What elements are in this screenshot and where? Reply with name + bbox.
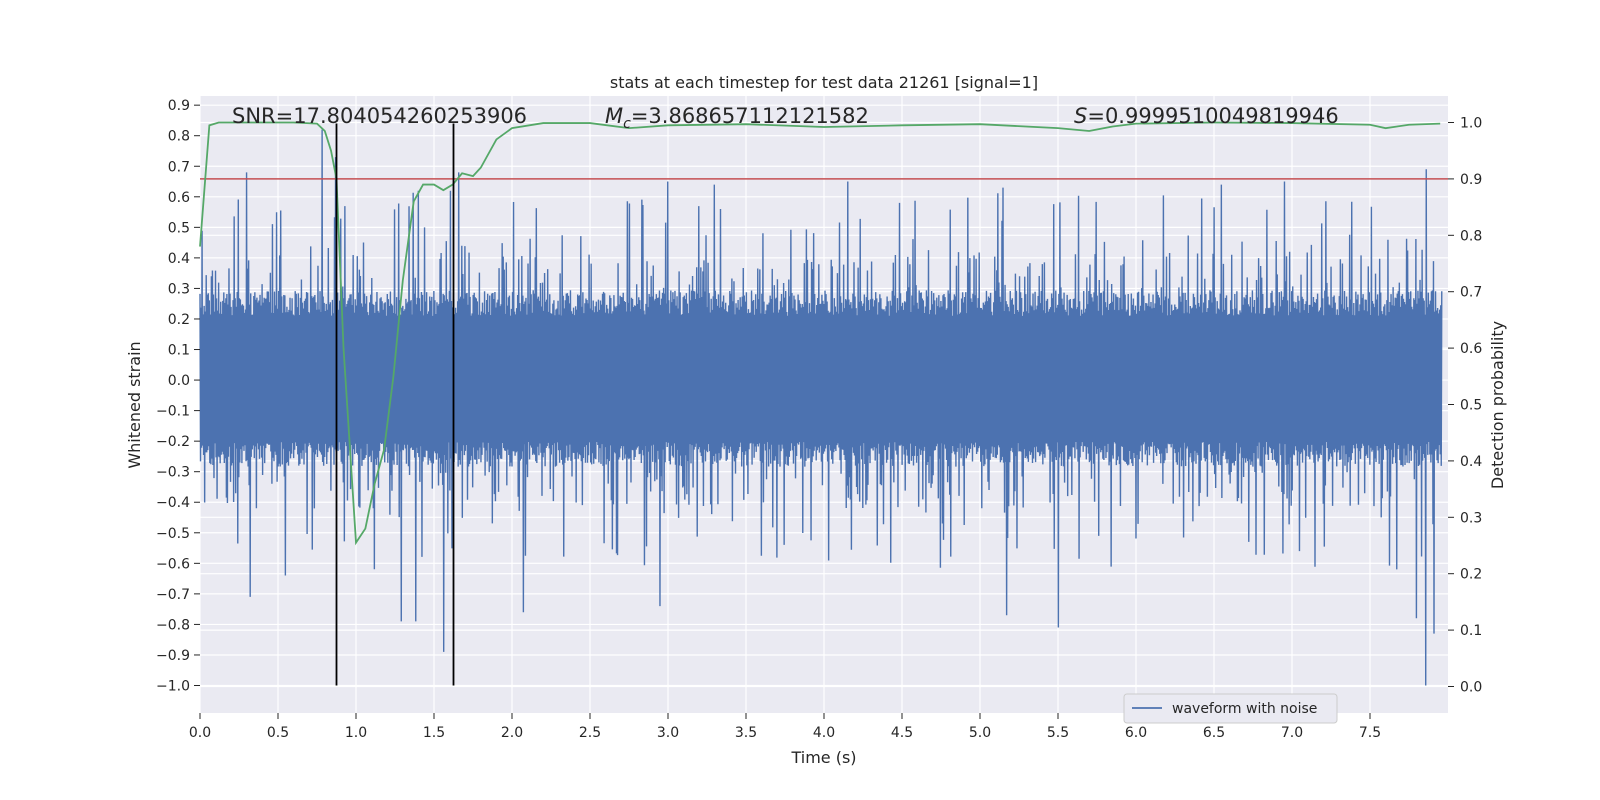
y-tick-label: 0.6 [168, 190, 190, 206]
y2-tick-label: 0.2 [1460, 567, 1482, 583]
y-tick-label: −0.1 [156, 404, 190, 420]
legend-label: waveform with noise [1172, 701, 1317, 717]
y2-tick-label: 0.0 [1460, 679, 1482, 695]
y2-tick-label: 0.8 [1460, 228, 1482, 244]
y-tick-label: 0.3 [168, 281, 190, 297]
y2-tick-label: 0.6 [1460, 341, 1482, 357]
x-axis-label: Time (s) [790, 748, 856, 767]
x-tick-label: 0.5 [267, 725, 289, 741]
y-tick-label: 0.0 [168, 373, 190, 389]
y-tick-label: 0.7 [168, 159, 190, 175]
x-tick-label: 3.0 [657, 725, 679, 741]
y-tick-label: −0.3 [156, 465, 190, 481]
detection-probability-line [199, 121, 1441, 546]
x-tick-label: 4.5 [891, 725, 913, 741]
y2-tick-label: 0.7 [1460, 285, 1482, 301]
y-tick-label: 0.4 [168, 251, 190, 267]
legend-box [1123, 693, 1338, 724]
y-tick-label: −0.4 [156, 495, 190, 511]
waveform-series [199, 129, 1443, 686]
y2-tick-label: 0.4 [1460, 454, 1482, 470]
x-tick-label: 5.5 [1047, 725, 1069, 741]
s-symbol: S [1074, 104, 1087, 128]
y2-tick-label: 0.1 [1460, 623, 1482, 639]
x-tick-label: 6.5 [1203, 725, 1225, 741]
y2-tick-label: 0.9 [1460, 172, 1482, 188]
mc-value: =3.868657112121582 [631, 104, 869, 128]
overlays [199, 121, 1448, 686]
y-axis-label: Whitened strain [125, 341, 144, 468]
x-tick-label: 4.0 [813, 725, 835, 741]
x-tick-label: 3.5 [735, 725, 757, 741]
x-tick-label: 2.0 [501, 725, 523, 741]
y-tick-label: 0.9 [168, 98, 190, 114]
waveform-line [199, 129, 1443, 686]
y-tick-label: −0.8 [156, 617, 190, 633]
s-annotation: S=0.9999510049819946 [1074, 104, 1339, 128]
y2-tick-label: 0.5 [1460, 398, 1482, 414]
x-tick-label: 1.5 [423, 725, 445, 741]
y-tick-label: 0.8 [168, 129, 190, 145]
snr-annotation: SNR=17.804054260253906 [232, 104, 527, 128]
y-tick-label: 0.5 [168, 220, 190, 236]
s-value: =0.9999510049819946 [1087, 104, 1338, 128]
y2-tick-label: 1.0 [1460, 116, 1482, 132]
y2-axis-label: Detection probability [1488, 321, 1507, 489]
y-tick-label: −0.5 [156, 526, 190, 542]
y2-tick-label: 0.3 [1460, 510, 1482, 526]
y-tick-label: 0.1 [168, 343, 190, 359]
x-tick-label: 5.0 [969, 725, 991, 741]
x-tick-label: 2.5 [579, 725, 601, 741]
mc-symbol: M [605, 104, 623, 128]
y-tick-label: −0.6 [156, 556, 190, 572]
legend: waveform with noise [1123, 693, 1338, 724]
x-tick-label: 6.0 [1125, 725, 1147, 741]
x-tick-label: 0.0 [189, 725, 211, 741]
y-tick-label: −1.0 [156, 679, 190, 695]
mc-subscript: c [623, 116, 631, 132]
mc-annotation: Mc=3.868657112121582 [605, 104, 869, 132]
chart-title: stats at each timestep for test data 212… [610, 73, 1038, 92]
x-tick-label: 7.5 [1359, 725, 1381, 741]
x-tick-label: 7.0 [1281, 725, 1303, 741]
axes: 0.0 0.5 1.0 1.5 2.0 2.5 3.0 3.5 4.0 4.5 5.0 5.5 6.0 6… [156, 98, 1482, 741]
x-tick-label: 1.0 [345, 725, 367, 741]
y-tick-label: −0.9 [156, 648, 190, 664]
y-tick-label: −0.2 [156, 434, 190, 450]
y-tick-label: 0.2 [168, 312, 190, 328]
y-tick-label: −0.7 [156, 587, 190, 603]
